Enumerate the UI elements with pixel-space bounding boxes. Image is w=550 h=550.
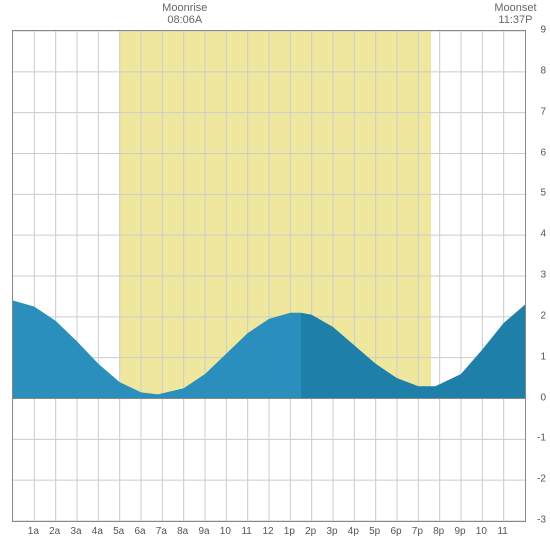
x-tick-label: 7a: [156, 526, 167, 537]
x-tick-label: 10: [220, 526, 231, 537]
moonset-title: Moonset: [485, 2, 545, 14]
plot-area: [12, 30, 526, 522]
plot-svg: [13, 31, 525, 521]
y-tick-label: 1: [528, 351, 546, 362]
x-tick-label: 1p: [284, 526, 295, 537]
moonset-label: Moonset 11:37P: [485, 2, 545, 26]
x-tick-label: 10: [476, 526, 487, 537]
x-tick-label: 9a: [198, 526, 209, 537]
y-tick-label: 2: [528, 310, 546, 321]
x-tick-label: 6a: [134, 526, 145, 537]
x-tick-label: 8a: [177, 526, 188, 537]
x-tick-label: 12: [262, 526, 273, 537]
y-tick-label: -2: [528, 474, 546, 485]
y-tick-label: 4: [528, 229, 546, 240]
x-tick-label: 11: [497, 526, 507, 537]
y-tick-label: 3: [528, 270, 546, 281]
y-tick-label: 5: [528, 188, 546, 199]
x-tick-label: 4p: [348, 526, 359, 537]
y-tick-label: -1: [528, 433, 546, 444]
x-tick-label: 11: [241, 526, 251, 537]
y-tick-label: -3: [528, 515, 546, 526]
x-tick-label: 7p: [412, 526, 423, 537]
x-tick-label: 9p: [454, 526, 465, 537]
x-tick-label: 2a: [49, 526, 60, 537]
x-tick-label: 5p: [369, 526, 380, 537]
tide-chart: Moonrise 08:06A Moonset 11:37P 1a 2a 3a 4a 5…: [0, 0, 550, 550]
y-tick-label: 9: [528, 25, 546, 36]
x-tick-label: 4a: [92, 526, 103, 537]
moonrise-time: 08:06A: [155, 14, 215, 26]
y-tick-label: 8: [528, 65, 546, 76]
x-tick-label: 5a: [113, 526, 124, 537]
x-tick-label: 2p: [305, 526, 316, 537]
x-tick-label: 8p: [433, 526, 444, 537]
y-tick-label: 0: [528, 392, 546, 403]
moonrise-title: Moonrise: [155, 2, 215, 14]
x-tick-label: 3p: [326, 526, 337, 537]
x-tick-label: 3a: [70, 526, 81, 537]
x-tick-label: 6p: [390, 526, 401, 537]
y-tick-label: 6: [528, 147, 546, 158]
y-tick-label: 7: [528, 106, 546, 117]
x-tick-label: 1a: [28, 526, 39, 537]
moonrise-label: Moonrise 08:06A: [155, 2, 215, 26]
